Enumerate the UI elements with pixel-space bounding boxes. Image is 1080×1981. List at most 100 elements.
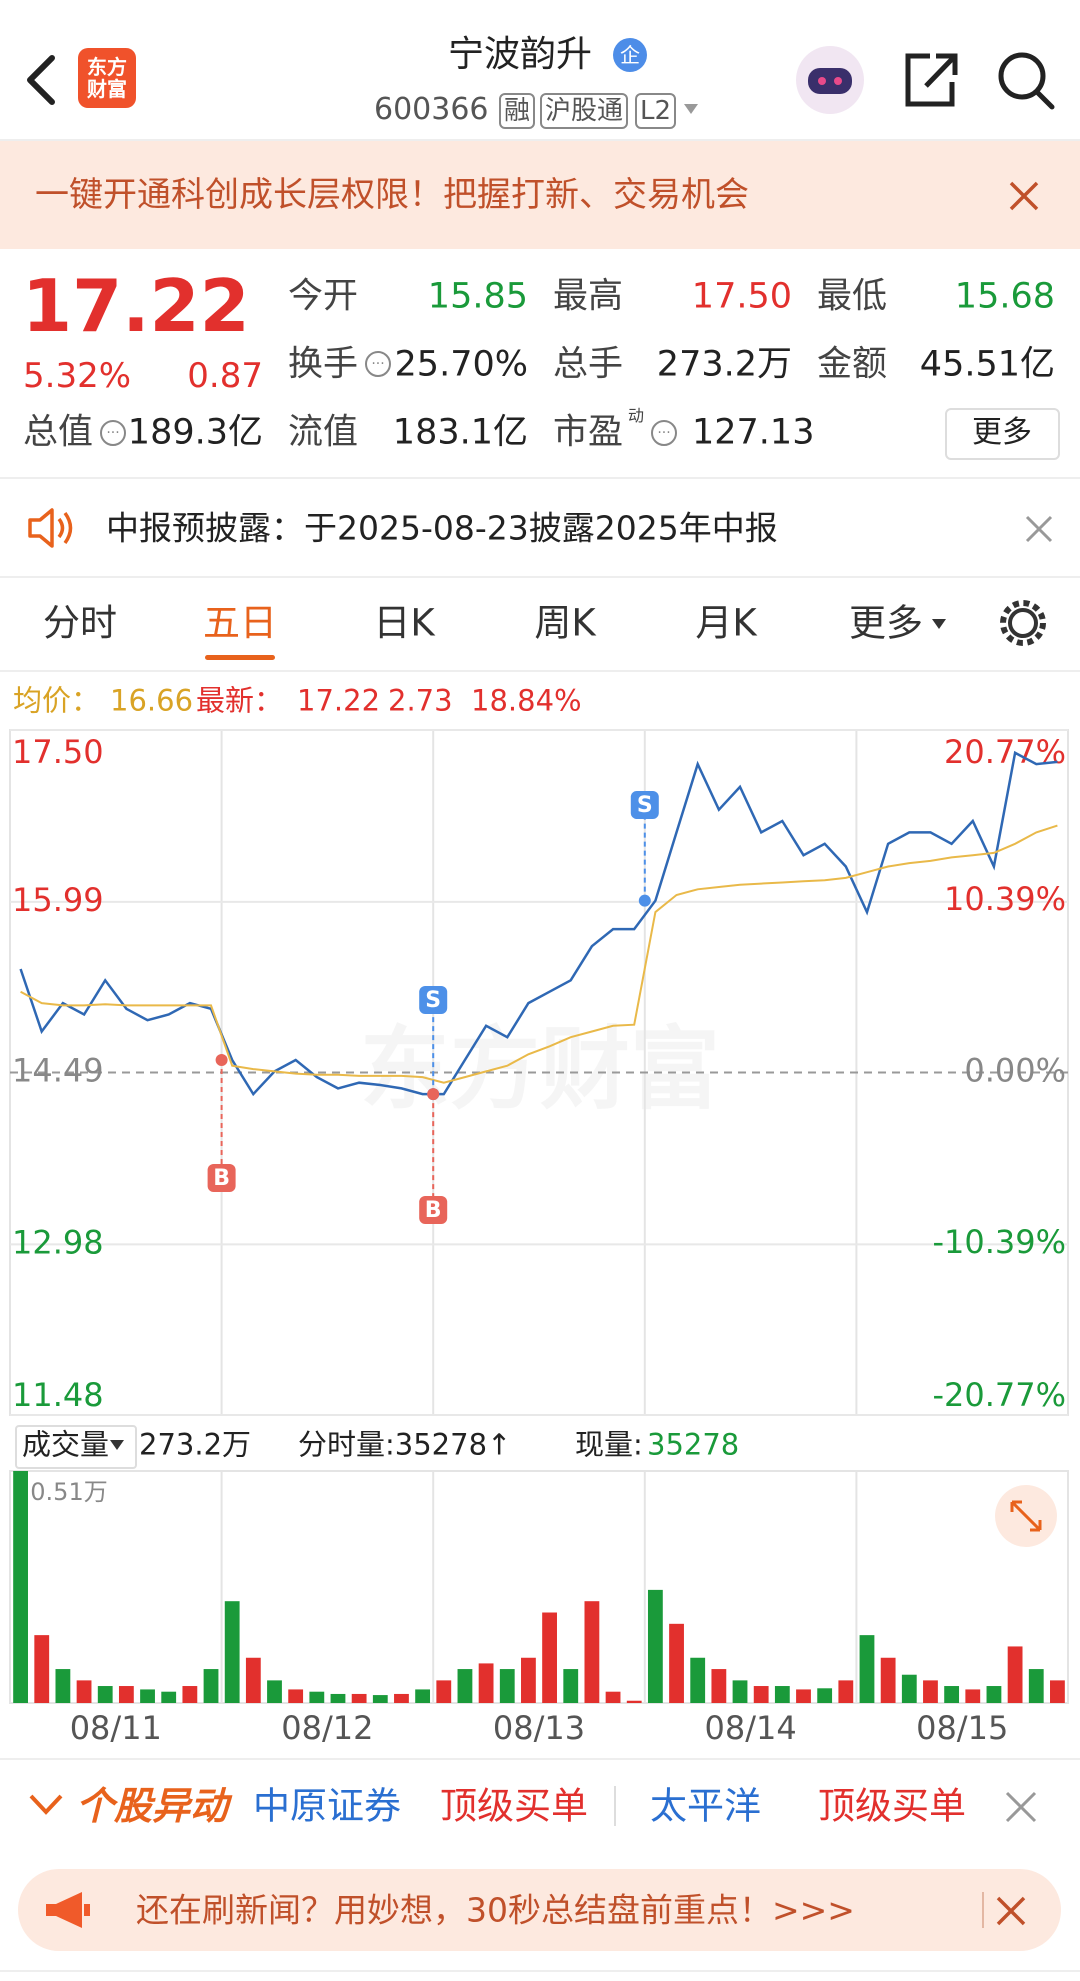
more-text[interactable]: 更多 (972, 415, 1032, 450)
volume-bar (140, 1689, 155, 1703)
volume-bar (605, 1691, 621, 1703)
tab[interactable]: 分时 (43, 601, 117, 645)
alert-event[interactable]: 顶级买单 (818, 1784, 966, 1828)
divider (0, 1970, 1080, 1972)
volume-bar (499, 1669, 515, 1703)
field-label: 总手 (553, 344, 624, 385)
annotation-box (630, 791, 659, 819)
alert-event[interactable]: 顶级买单 (440, 1784, 588, 1828)
volume-bar (796, 1689, 811, 1703)
divider (0, 1758, 1080, 1760)
volume-bar (986, 1686, 1002, 1703)
field-value: 15.85 (427, 276, 528, 317)
alerts-title[interactable]: 个股异动 (76, 1784, 229, 1828)
field-label: 今开 (288, 276, 359, 317)
volume-selector-text[interactable]: 成交量 (22, 1427, 110, 1462)
search-icon[interactable] (998, 52, 1046, 100)
annotation-label: B (213, 1166, 230, 1191)
tab[interactable]: 更多 (849, 601, 923, 645)
divider (0, 576, 1080, 578)
y-tick-label: 12.98 (12, 1223, 104, 1261)
share-icon[interactable] (905, 53, 958, 107)
avg-line (20, 824, 1058, 1084)
volume-bar (97, 1686, 113, 1703)
annotation-box (419, 1196, 448, 1224)
notice-text[interactable]: 中报预披露：于2025-08-23披露2025年中报 (106, 508, 778, 548)
alert-stock[interactable]: 中原证券 (253, 1784, 401, 1828)
field-value: 189.3亿 (127, 412, 263, 453)
annotation-box (207, 1164, 236, 1192)
volume-bar (394, 1693, 409, 1703)
y-tick-label: 15.99 (12, 881, 104, 919)
divider (0, 139, 1080, 141)
latest-change-pct: 18.84% (471, 683, 582, 718)
volume-bar (732, 1680, 748, 1703)
dropdown-arrow[interactable] (684, 104, 698, 114)
volume-bar (267, 1680, 282, 1703)
back-icon[interactable] (27, 55, 55, 105)
volume-bar (542, 1612, 557, 1703)
current-volume: 35278 (647, 1427, 740, 1462)
field-value: 45.51亿 (919, 344, 1055, 385)
y2-tick-label: 20.77% (944, 733, 1066, 771)
volume-bar (563, 1669, 579, 1703)
logo[interactable]: 东方财富 (87, 55, 127, 101)
promo-text[interactable]: 还在刷新闻？用妙想，30秒总结盘前重点！>>> (136, 1890, 855, 1930)
field-value: 17.50 (691, 276, 792, 317)
badge: 企 (620, 43, 640, 67)
tick-volume: 分时量:35278↑ (298, 1427, 512, 1462)
volume-bar (436, 1680, 452, 1703)
tag: L2 (635, 93, 677, 129)
volume-bar (224, 1601, 240, 1703)
field-label: 最低 (817, 276, 888, 317)
volume-bar (859, 1635, 875, 1703)
divider (0, 477, 1080, 479)
banner-text[interactable]: 一键开通科创成长层权限！把握打新、交易机会 (35, 175, 749, 215)
banner[interactable] (0, 141, 1080, 249)
y-tick-label: 14.49 (12, 1052, 104, 1090)
volume-bar (288, 1689, 304, 1703)
latest-value: 17.22 (297, 683, 381, 718)
annotation-dot (638, 894, 651, 907)
volume-bar (1007, 1646, 1023, 1703)
close-icon[interactable] (1008, 180, 1040, 212)
volume-frame (9, 1470, 1069, 1704)
volume-bar (161, 1691, 177, 1703)
megaphone-icon (46, 1892, 90, 1928)
close-icon[interactable] (1005, 1791, 1037, 1823)
volume-bar (690, 1657, 706, 1703)
tag: 沪股通 (540, 93, 629, 129)
close-icon[interactable] (996, 1896, 1026, 1926)
volume-bar (753, 1686, 769, 1703)
volume-bar (55, 1669, 71, 1703)
field-label: 最高 (553, 276, 624, 317)
volume-bar (372, 1695, 388, 1703)
change-pct: 5.32% (23, 356, 132, 396)
alert-stock[interactable]: 太平洋 (650, 1784, 761, 1828)
volume-bar (1050, 1680, 1065, 1703)
field-value: 273.2万 (656, 344, 792, 385)
more-button[interactable] (945, 408, 1060, 460)
volume-bar (838, 1680, 854, 1703)
price-line (19, 750, 1058, 1097)
volume-total: 273.2万 (139, 1427, 252, 1462)
tab[interactable]: 月K (695, 601, 757, 645)
volume-bar (309, 1691, 325, 1703)
volume-bar (76, 1680, 92, 1703)
volume-selector[interactable] (15, 1425, 137, 1469)
close-icon[interactable] (1025, 515, 1053, 543)
volume-bar (944, 1686, 960, 1703)
avg-label: 均价： (13, 683, 101, 718)
collapse-icon[interactable] (28, 1792, 64, 1818)
promo-bar[interactable] (18, 1869, 1061, 1951)
field-value: 183.1亿 (392, 412, 528, 453)
tab[interactable]: 周K (534, 601, 596, 645)
volume-bar (330, 1693, 346, 1703)
volume-bar (203, 1669, 219, 1703)
current-volume-label: 现量: (575, 1427, 643, 1462)
expand-icon (1010, 1500, 1042, 1532)
logo-box[interactable] (78, 48, 136, 108)
volume-bar (1028, 1669, 1044, 1703)
tab[interactable]: 五日 (203, 601, 277, 645)
tab[interactable]: 日K (373, 601, 435, 645)
